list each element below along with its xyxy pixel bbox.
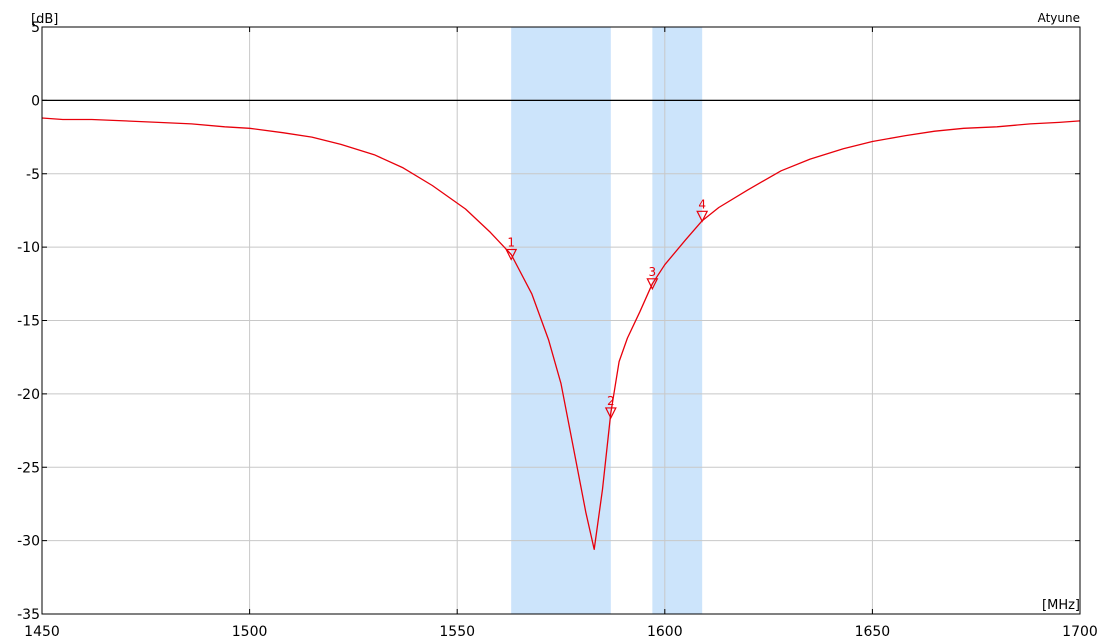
y-tick-label: -35 (17, 607, 40, 623)
marker-4-label: 4 (698, 197, 706, 211)
x-axis-label: [MHz] (1042, 598, 1080, 613)
x-tick-label: 1700 (1062, 624, 1098, 640)
chart-title: Atyune (1038, 11, 1080, 25)
y-tick-label: 0 (31, 93, 40, 109)
marker-2-triangle (604, 407, 617, 420)
marker-1-label: 1 (507, 235, 515, 249)
y-tick-label: -5 (26, 167, 40, 183)
marker-4-triangle (696, 210, 709, 223)
x-tick-label: 1450 (24, 624, 60, 640)
y-tick-label: -20 (17, 387, 40, 403)
y-tick-label: -10 (17, 240, 40, 256)
x-tick-label: 1650 (855, 624, 891, 640)
marker-3-triangle (646, 278, 659, 291)
marker-3-label: 3 (649, 265, 657, 279)
series-group (41, 117, 1081, 551)
y-tick-labels: 5 0 -5 -10 -15 -20 -25 -30 -35 (17, 20, 40, 623)
y-tick-label: 5 (31, 20, 40, 36)
tick-marks (41, 26, 1081, 615)
marker-1-triangle (505, 248, 518, 261)
y-tick-label: -25 (17, 460, 40, 476)
y-tick-label: -30 (17, 534, 40, 550)
x-tick-label: 1500 (232, 624, 268, 640)
x-tick-label: 1550 (439, 624, 475, 640)
x-tick-label: 1600 (647, 624, 683, 640)
markers-group: 1 2 3 4 (505, 197, 709, 420)
x-tick-labels: 1450 1500 1550 1600 1650 1700 (24, 624, 1098, 640)
y-axis-label: [dB] (31, 12, 58, 27)
series-line-1 (41, 117, 1081, 551)
y-tick-label: -15 (17, 314, 40, 330)
marker-2-label: 2 (607, 394, 615, 408)
